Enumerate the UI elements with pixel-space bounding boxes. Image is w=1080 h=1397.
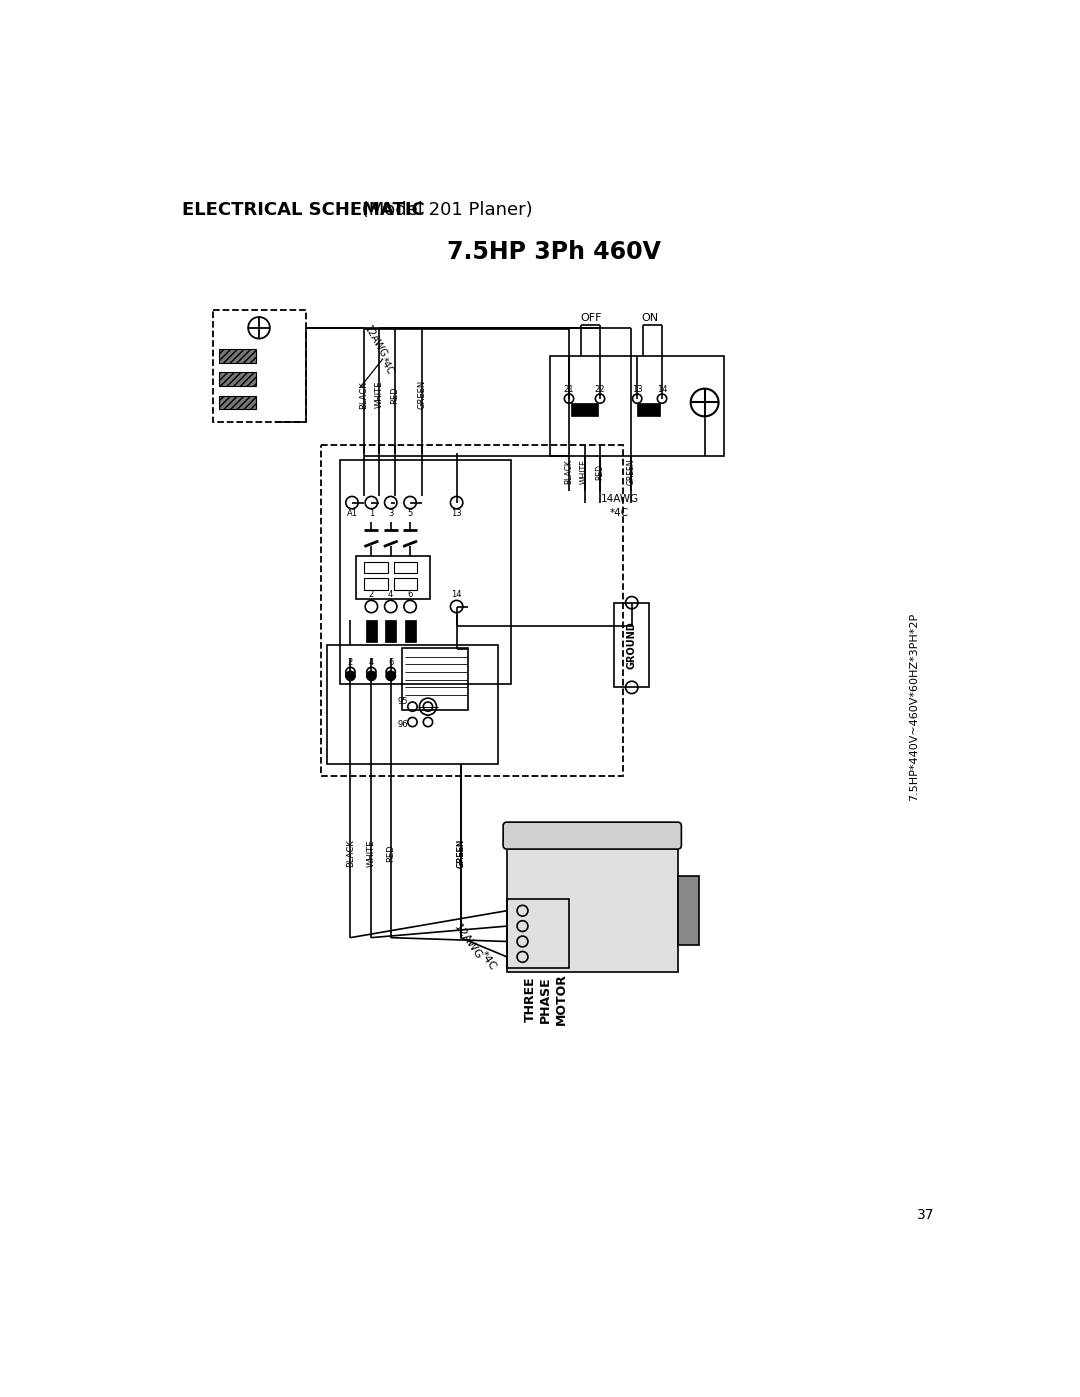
Text: *4C: *4C bbox=[610, 507, 629, 518]
Text: 14AWG: 14AWG bbox=[600, 493, 638, 504]
Text: *4C: *4C bbox=[378, 356, 395, 376]
Bar bbox=[340, 460, 511, 683]
Text: *4C: *4C bbox=[477, 950, 498, 972]
Text: RED: RED bbox=[595, 464, 605, 479]
Text: 2: 2 bbox=[368, 591, 374, 599]
Text: (Model 201 Planer): (Model 201 Planer) bbox=[356, 201, 532, 219]
Text: WHITE: WHITE bbox=[375, 381, 383, 408]
Circle shape bbox=[387, 671, 395, 680]
Text: BLACK: BLACK bbox=[346, 840, 355, 866]
Text: 12AWG: 12AWG bbox=[362, 324, 389, 359]
Bar bbox=[570, 404, 598, 415]
Text: OFF: OFF bbox=[580, 313, 602, 323]
Bar bbox=[405, 620, 416, 643]
Text: ON: ON bbox=[642, 313, 659, 323]
Text: 13: 13 bbox=[451, 509, 462, 518]
Bar bbox=[364, 562, 388, 573]
Text: 13: 13 bbox=[632, 386, 643, 394]
Bar bbox=[218, 373, 256, 387]
Circle shape bbox=[346, 671, 355, 680]
Bar bbox=[213, 310, 306, 422]
Bar bbox=[364, 578, 388, 590]
Text: 4: 4 bbox=[368, 658, 374, 668]
Text: RED: RED bbox=[387, 844, 395, 862]
Text: BLACK: BLACK bbox=[360, 381, 368, 409]
Text: 7.5HP 3Ph 460V: 7.5HP 3Ph 460V bbox=[446, 240, 661, 264]
Bar bbox=[386, 620, 396, 643]
Text: 6: 6 bbox=[407, 591, 413, 599]
Bar bbox=[218, 395, 256, 409]
Text: 3: 3 bbox=[388, 509, 393, 518]
Text: 1: 1 bbox=[368, 509, 374, 518]
Bar bbox=[507, 900, 569, 968]
Bar bbox=[637, 404, 661, 415]
Text: 4: 4 bbox=[388, 591, 393, 599]
Text: 5: 5 bbox=[407, 509, 413, 518]
Text: 14: 14 bbox=[451, 591, 462, 599]
Bar bbox=[356, 556, 430, 599]
Text: 12AWG: 12AWG bbox=[453, 922, 484, 961]
Bar bbox=[507, 838, 677, 972]
Bar bbox=[327, 645, 498, 764]
Text: GREEN: GREEN bbox=[626, 458, 635, 485]
Bar bbox=[394, 578, 417, 590]
Text: MOTOR: MOTOR bbox=[555, 974, 568, 1025]
Text: 6: 6 bbox=[388, 658, 393, 668]
FancyBboxPatch shape bbox=[503, 823, 681, 849]
Text: BLACK: BLACK bbox=[565, 460, 573, 485]
Text: GREEN: GREEN bbox=[456, 838, 465, 868]
Text: WHITE: WHITE bbox=[580, 460, 589, 485]
Text: 22: 22 bbox=[595, 386, 605, 394]
Bar bbox=[550, 356, 724, 457]
Bar bbox=[677, 876, 699, 946]
Bar bbox=[218, 349, 256, 363]
Text: 37: 37 bbox=[917, 1208, 934, 1222]
Text: 95: 95 bbox=[397, 697, 407, 705]
Text: A1: A1 bbox=[347, 509, 357, 518]
Text: GREEN: GREEN bbox=[417, 380, 427, 409]
Text: 21: 21 bbox=[564, 386, 575, 394]
Bar bbox=[394, 562, 417, 573]
Text: THREE: THREE bbox=[524, 977, 537, 1023]
Text: WHITE: WHITE bbox=[367, 840, 376, 866]
Bar bbox=[321, 444, 623, 775]
Circle shape bbox=[367, 671, 376, 680]
Text: GROUND: GROUND bbox=[626, 622, 637, 669]
Bar bbox=[403, 648, 469, 710]
Bar bbox=[613, 602, 649, 687]
Text: ELECTRICAL SCHEMATIC: ELECTRICAL SCHEMATIC bbox=[181, 201, 424, 219]
Text: 14: 14 bbox=[657, 386, 667, 394]
Text: 7.5HP*440V~460V*60HZ*3PH*2P: 7.5HP*440V~460V*60HZ*3PH*2P bbox=[909, 612, 919, 800]
Bar bbox=[366, 620, 377, 643]
Text: 96: 96 bbox=[397, 719, 407, 729]
Text: PHASE: PHASE bbox=[539, 977, 552, 1023]
Text: 2: 2 bbox=[348, 658, 353, 668]
Text: GREEN: GREEN bbox=[456, 838, 465, 868]
Text: RED: RED bbox=[390, 386, 400, 404]
